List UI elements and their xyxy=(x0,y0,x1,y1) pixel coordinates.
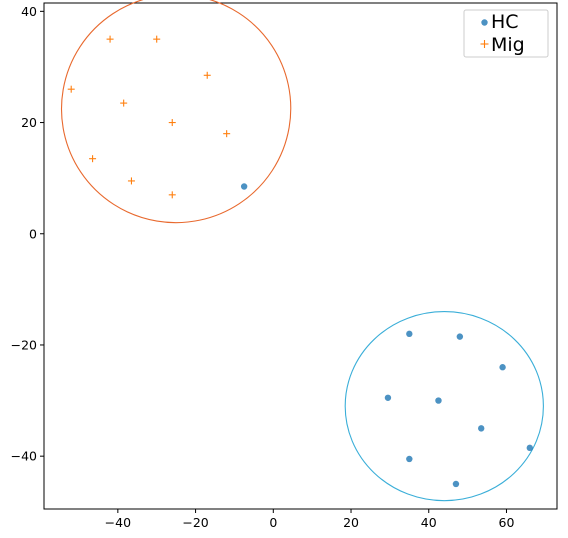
legend-marker-mig xyxy=(480,40,489,48)
point-hc xyxy=(452,480,460,488)
point-hc xyxy=(526,444,533,452)
y-tick-label: 20 xyxy=(21,115,37,130)
point-mig xyxy=(223,130,231,138)
x-tick-label: 20 xyxy=(343,515,359,530)
legend-marker-hc xyxy=(481,19,488,26)
point-hc xyxy=(240,183,248,190)
x-tick-label: 40 xyxy=(421,515,437,530)
x-tick-label: 60 xyxy=(499,515,515,530)
cluster-ellipse-2 xyxy=(344,311,544,502)
point-mig xyxy=(153,35,161,43)
point-mig xyxy=(203,71,211,79)
y-tick-label: 0 xyxy=(29,226,37,241)
point-hc xyxy=(435,397,442,404)
plot-area xyxy=(43,2,558,510)
y-tick-label: 40 xyxy=(21,4,37,19)
point-mig xyxy=(67,85,75,93)
data-points xyxy=(67,35,533,488)
point-mig xyxy=(168,119,176,127)
legend: HC Mig xyxy=(463,9,549,58)
x-tick-label: −20 xyxy=(182,515,208,530)
point-hc xyxy=(499,364,506,371)
point-mig xyxy=(120,99,128,107)
point-hc xyxy=(384,394,392,401)
point-hc xyxy=(406,455,413,463)
legend-label-mig: Mig xyxy=(491,34,525,56)
cluster-ellipse-1 xyxy=(60,0,292,224)
point-hc xyxy=(456,333,464,340)
x-axis: −40 −20 0 20 40 60 xyxy=(105,509,515,530)
x-tick-label: −40 xyxy=(105,515,131,530)
point-mig xyxy=(106,35,114,43)
y-tick-label: −20 xyxy=(11,337,37,352)
y-axis: −40 −20 0 20 40 xyxy=(11,4,44,464)
point-mig xyxy=(127,177,135,185)
point-hc xyxy=(478,425,485,432)
x-tick-label: 0 xyxy=(269,515,277,530)
cluster-ellipses xyxy=(60,0,544,502)
point-mig xyxy=(89,155,97,163)
legend-label-hc: HC xyxy=(491,11,519,33)
point-mig xyxy=(168,191,176,199)
point-hc xyxy=(406,330,413,338)
y-tick-label: −40 xyxy=(11,449,37,464)
